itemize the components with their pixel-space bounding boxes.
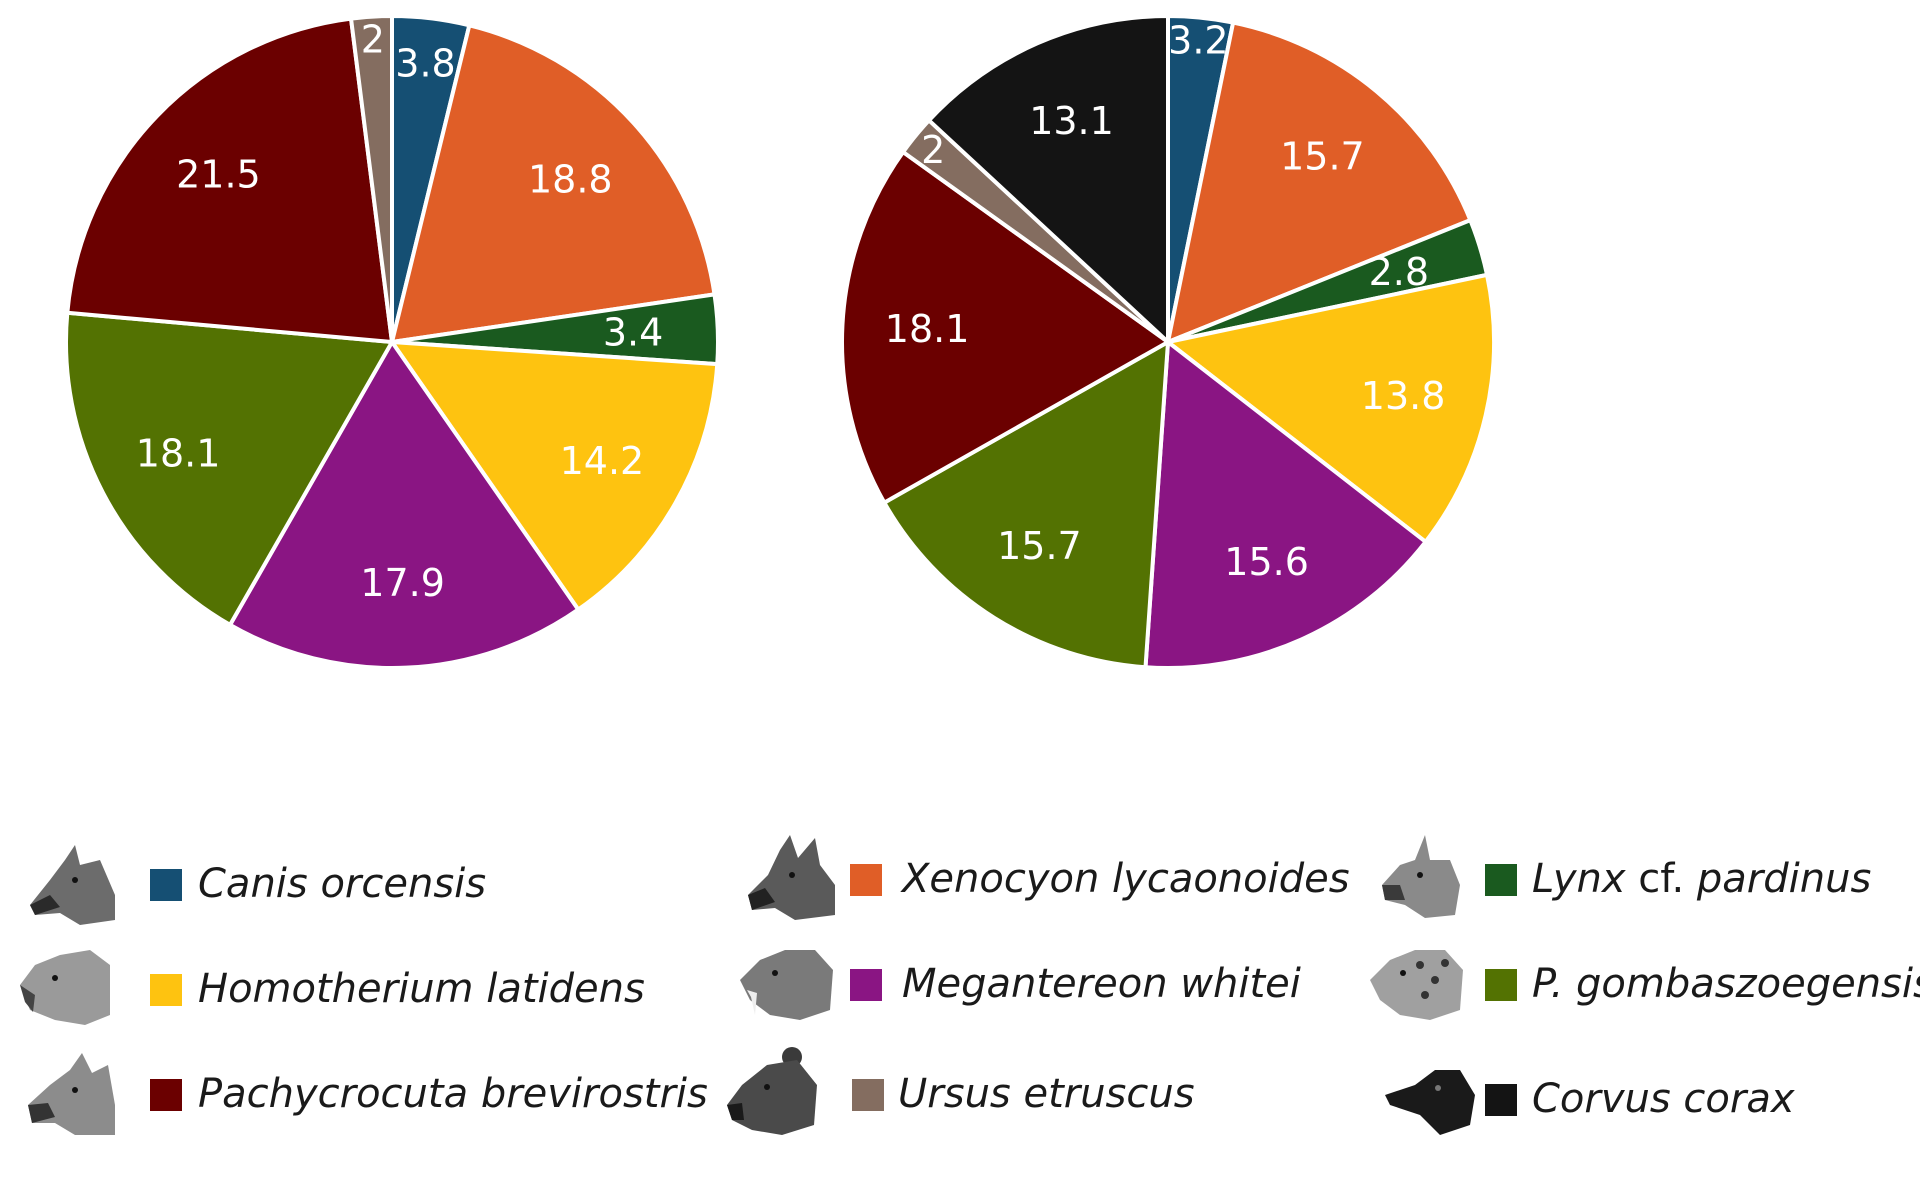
slice-label: 18.8	[528, 158, 613, 202]
raven-head-icon	[1385, 1070, 1475, 1135]
slice-label: 3.8	[395, 42, 455, 86]
pie-slice	[926, 14, 1170, 344]
slice-label: 3.4	[603, 311, 663, 355]
legend-swatch	[850, 864, 882, 896]
pie-charts: 3.8 18.8 3.4 14.2 17.9 18.1 21.5 2 3.2 15.7 2.8 13.…	[63, 14, 1496, 670]
legend-swatch	[150, 974, 182, 1006]
legend-label: Xenocyon lycaonoides	[902, 856, 1350, 902]
legend-label: Lynx cf. pardinus	[1532, 856, 1872, 902]
legend: Canis orcensis Xenocyon lycaonoides Lynx…	[0, 830, 1920, 1188]
legend-label: Corvus corax	[1532, 1076, 1795, 1122]
pie-slice	[390, 23, 717, 344]
legend-swatch	[850, 969, 882, 1001]
legend-label: Canis orcensis	[198, 861, 487, 907]
slice-label: 18.1	[885, 307, 970, 351]
slice-label: 18.1	[136, 432, 221, 476]
slice-label: 14.2	[560, 439, 645, 483]
legend-swatch	[1485, 1084, 1517, 1116]
hyena-head-icon	[28, 1053, 115, 1135]
jaguar-head-icon	[1370, 950, 1463, 1020]
slice-label: 15.6	[1224, 540, 1309, 584]
pie-slice	[65, 16, 394, 344]
pie-slice	[1166, 272, 1496, 544]
pie-chart-2: 3.2 15.7 2.8 13.8 15.6 15.7 18.1 2 13.1	[840, 14, 1496, 670]
pie-chart-1: 3.8 18.8 3.4 14.2 17.9 18.1 21.5 2	[63, 14, 720, 670]
legend-swatch	[150, 1079, 182, 1111]
slice-label: 15.7	[997, 524, 1082, 568]
legend-label: Pachycrocuta brevirostris	[198, 1071, 708, 1117]
slice-label: 13.8	[1361, 374, 1446, 418]
pie-slice	[390, 340, 720, 612]
legend-label: P. gombaszoegensis	[1532, 961, 1920, 1007]
legend-label: Megantereon whitei	[902, 961, 1301, 1007]
slice-label: 2	[921, 128, 945, 172]
slice-label: 15.7	[1280, 135, 1365, 179]
pie-slice	[63, 310, 394, 627]
slice-label: 13.1	[1029, 99, 1114, 143]
pie-slice	[882, 340, 1170, 670]
pie-slice	[840, 150, 1170, 505]
slice-label: 2	[361, 17, 385, 61]
bear-head-icon	[727, 1047, 817, 1135]
pie-slice	[1166, 20, 1473, 344]
wild-dog-head-icon	[748, 835, 835, 920]
pie-slice	[1143, 340, 1428, 670]
legend-swatch	[150, 869, 182, 901]
slice-label: 3.2	[1168, 18, 1228, 62]
slice-label: 21.5	[176, 153, 261, 197]
legend-swatch	[852, 1079, 884, 1111]
sabertooth-head-icon	[740, 950, 833, 1020]
wolf-head-icon	[30, 845, 115, 925]
slice-label: 17.9	[360, 561, 445, 605]
slice-label: 2.8	[1369, 250, 1429, 294]
legend-label: Homotherium latidens	[198, 966, 645, 1012]
legend-swatch	[1485, 969, 1517, 1001]
lynx-head-icon	[1382, 835, 1460, 918]
pie-slice	[228, 340, 581, 670]
legend-label: Ursus etruscus	[898, 1071, 1195, 1117]
pie-slice	[349, 14, 394, 344]
legend-swatch	[1485, 864, 1517, 896]
scimitar-cat-head-icon	[20, 950, 110, 1025]
